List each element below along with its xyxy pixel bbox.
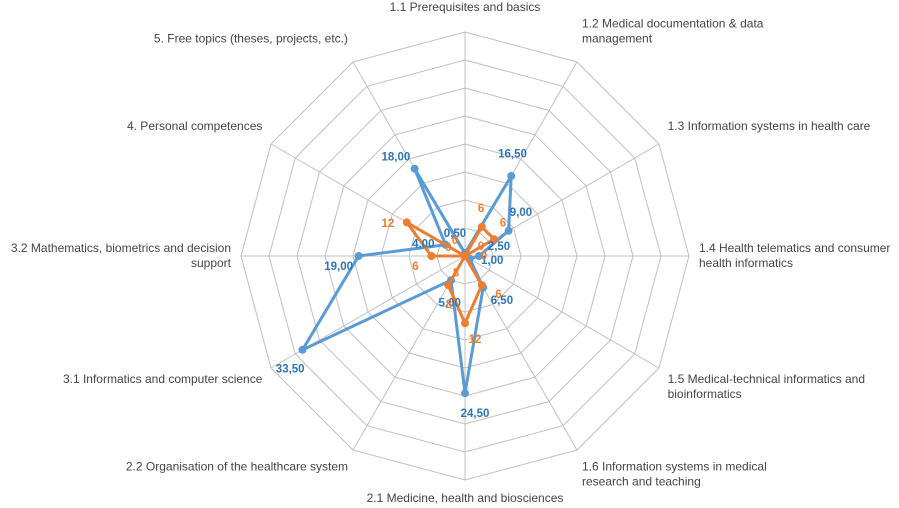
data-label: 19,00 (324, 261, 353, 273)
data-point (475, 252, 483, 260)
category-label-line: 3.1 Informatics and computer science (63, 372, 263, 386)
data-point (427, 252, 436, 260)
axis-spoke (464, 255, 660, 369)
category-label: 1.6 Information systems in medical resear… (582, 460, 767, 489)
category-label: 3.1 Informatics and computer science (63, 372, 263, 386)
category-label-line: bioinformatics (668, 387, 742, 401)
category-label-line: 2.1 Medicine, health and biosciences (367, 491, 564, 505)
category-label: 2.1 Medicine, health and biosciences (367, 491, 564, 505)
data-point (461, 252, 469, 260)
category-label-line: 1.5 Medical-technical informatics and (668, 372, 865, 386)
category-label-line: 5. Free topics (theses, projects, etc.) (154, 31, 348, 45)
data-label: 12 (469, 334, 482, 346)
category-label: 1.1 Prerequisites and basics (390, 0, 541, 14)
category-label-line: management (582, 31, 653, 45)
category-label-line: 3.2 Mathematics, biometrics and decision (11, 241, 231, 255)
data-point (402, 218, 411, 227)
data-label: 0 (478, 241, 484, 253)
data-point (354, 252, 363, 260)
data-point (461, 319, 469, 328)
data-label: 0 (481, 250, 487, 262)
category-label: 1.3 Information systems in health care (668, 119, 871, 133)
data-label: 16,50 (498, 149, 527, 161)
data-label: 12 (382, 218, 395, 230)
data-label: 6 (478, 203, 484, 215)
category-label-line: 1.1 Prerequisites and basics (390, 0, 541, 14)
data-label: 18,00 (382, 151, 411, 163)
data-point (410, 164, 419, 173)
data-point (461, 389, 469, 398)
data-label: 33,50 (276, 364, 305, 376)
data-point (477, 281, 486, 290)
data-label: 24,50 (461, 408, 490, 420)
category-label: 1.2 Medical documentation & data manageme… (582, 16, 764, 45)
data-series (298, 164, 516, 398)
category-label-line: 1.3 Information systems in health care (668, 119, 871, 133)
data-point (490, 235, 499, 244)
data-label: 9,00 (510, 207, 532, 219)
category-label-line: health informatics (699, 256, 793, 270)
data-label: 0 (452, 235, 458, 247)
category-label: 2.2 Organisation of the healthcare syste… (126, 460, 348, 474)
data-label: 1,00 (481, 255, 503, 267)
data-label: 4,00 (412, 239, 434, 251)
category-label: 3.2 Mathematics, biometrics and decision… (11, 241, 232, 270)
data-label: 6 (500, 218, 506, 230)
category-label: 4. Personal competences (127, 119, 262, 133)
category-label-line: support (191, 256, 232, 270)
category-label: 1.5 Medical-technical informatics and bio… (668, 372, 865, 401)
data-labels: 0,50 16,50 9,00 2,50 1,00 6,50 24,50 5,00 33,50 1… (276, 149, 532, 421)
data-label: 2,50 (488, 241, 510, 253)
data-label: 0,50 (444, 228, 466, 240)
data-label: 8 (453, 268, 460, 280)
data-point (504, 226, 513, 235)
data-label: 6,50 (491, 295, 513, 307)
category-label-line: research and teaching (582, 475, 701, 489)
data-point (298, 345, 307, 354)
data-label: 6 (412, 261, 418, 273)
category-label: 1.4 Health telematics and consumer health… (699, 241, 890, 270)
category-label-line: 1.4 Health telematics and consumer (699, 241, 890, 255)
data-label: 6 (495, 289, 501, 301)
data-point (507, 172, 516, 180)
category-label-line: 1.2 Medical documentation & data (582, 16, 764, 30)
category-labels: 1.1 Prerequisites and basics 1.2 Medical … (11, 0, 891, 505)
category-label-line: 2.2 Organisation of the healthcare syste… (126, 460, 348, 474)
data-point (444, 281, 453, 290)
data-point (477, 222, 486, 231)
category-label: 5. Free topics (theses, projects, etc.) (154, 31, 348, 45)
category-label-line: 4. Personal competences (127, 119, 262, 133)
data-label: 8 (446, 299, 453, 311)
category-label-line: 1.6 Information systems in medical (582, 460, 767, 474)
data-label: 5,00 (439, 298, 461, 310)
data-label: 0 (445, 242, 451, 254)
